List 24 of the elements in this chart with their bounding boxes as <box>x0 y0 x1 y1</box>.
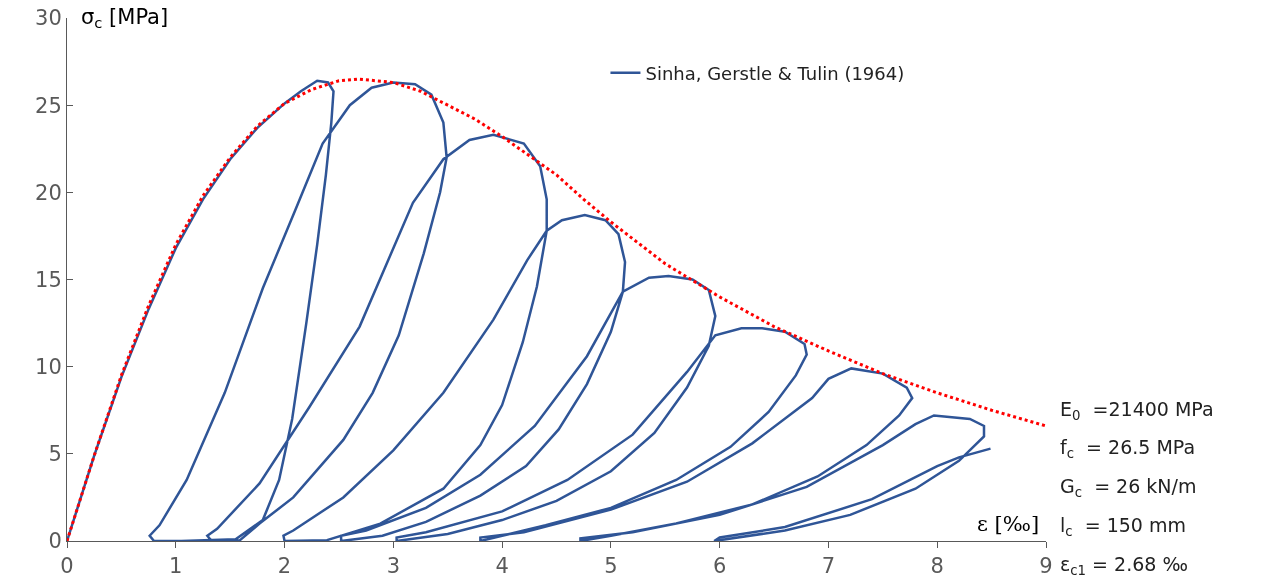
x-tick-label: 2 <box>277 554 292 579</box>
y-tick-label: 25 <box>35 93 62 118</box>
x-axis-title: ε [‰] <box>977 512 1040 536</box>
text: l$_{c}$ = 150 mm <box>1060 514 1186 539</box>
legend-label: Sinha, Gerstle & Tulin (1964) <box>645 62 905 84</box>
x-tick-label: 8 <box>930 554 944 579</box>
y-tick-label: 30 <box>35 6 62 31</box>
text: ε$_{c1}$ = 2.68 ‰ <box>1060 553 1188 578</box>
text: E$_{0}$ =21400 MPa <box>1060 398 1214 423</box>
y-tick-label: 5 <box>48 442 62 467</box>
y-tick-label: 10 <box>35 355 62 380</box>
x-tick-label: 3 <box>386 554 401 579</box>
x-tick-label: 4 <box>495 554 509 579</box>
text: G$_{c}$ = 26 kN/m <box>1060 475 1197 500</box>
x-tick-label: 6 <box>712 554 727 579</box>
y-tick-label: 15 <box>35 267 62 292</box>
y-tick-label: 0 <box>48 529 62 554</box>
x-tick-label: 7 <box>821 554 836 579</box>
y-tick-label: 20 <box>35 180 62 205</box>
text: f$_{c}$ = 26.5 MPa <box>1060 436 1196 461</box>
x-tick-label: 5 <box>604 554 618 579</box>
y-axis-title: σ$_{c}$ [MPa] <box>81 5 169 32</box>
x-tick-label: 9 <box>1039 554 1053 579</box>
x-tick-label: 1 <box>169 554 183 579</box>
